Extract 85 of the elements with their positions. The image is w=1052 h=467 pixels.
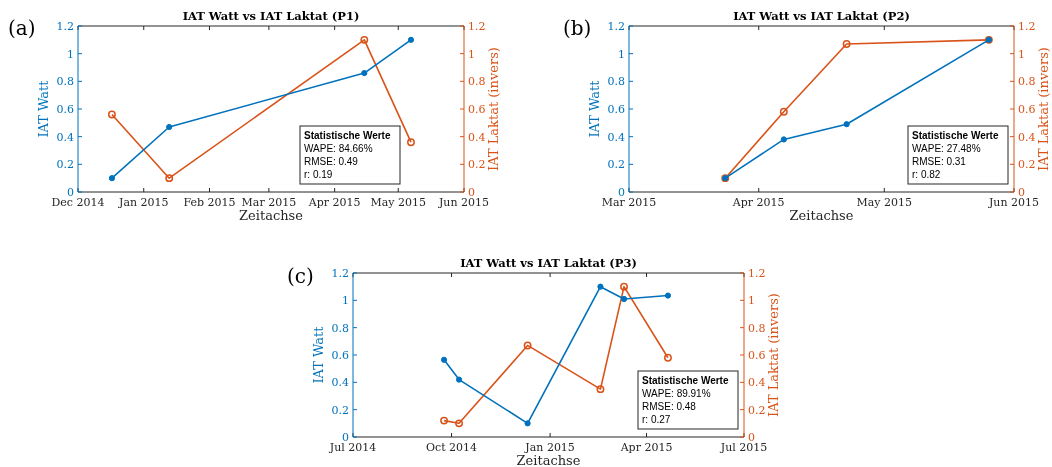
chart-title: IAT Watt vs IAT Laktat (P2) [733,9,910,23]
annotation: r: 0.27 [642,414,671,425]
x-tick-label: Mar 2015 [241,196,297,209]
y2-tick-label: 0.4 [748,376,766,390]
y-tick-label: 0.2 [56,158,74,172]
annotation: r: 0.82 [912,169,941,180]
y-tick-label: 0.4 [607,130,625,144]
x-tick-label: Jan 2015 [524,441,575,454]
y2-axis-title: IAT Laktat (invers) [1036,47,1051,171]
y2-tick-label: 1.2 [748,267,766,280]
y-tick-label: 0 [342,431,349,444]
text: (c) [287,264,314,288]
y2-tick-label: 0.8 [468,75,486,89]
y2-tick-label: 0.2 [468,158,486,172]
text: (a) [8,16,36,40]
y2-tick-label: 1 [1018,47,1025,61]
x-tick-label: Apr 2015 [619,441,673,454]
x-tick-label: Jan 2015 [117,196,169,209]
x-tick-label: Apr 2015 [731,196,785,209]
annotation: WAPE: 27.48% [912,143,981,154]
y2-tick-label: 1.2 [468,20,486,33]
y-axis-title: IAT Watt [587,79,602,138]
y2-tick-label: 0.4 [1018,130,1036,144]
y-tick-label: 0.8 [56,75,74,89]
annotation: WAPE: 89.91% [642,388,711,399]
annotation: RMSE: 0.31 [912,156,967,167]
y2-tick-label: 0.6 [468,103,486,116]
text: (b) [563,16,592,40]
y2-tick-label: 0.2 [748,403,766,417]
y2-tick-label: 1.2 [1018,20,1036,33]
y-tick-label: 0.4 [56,130,74,144]
chart-title: IAT Watt vs IAT Laktat (P1) [182,9,360,23]
y2-tick-label: 0.8 [748,321,766,335]
y2-tick-label: 1 [468,47,475,61]
x-tick-label: Feb 2015 [183,196,236,209]
y-tick-label: 0 [618,186,625,199]
x-tick-label: Jul 2015 [719,441,768,454]
y-tick-label: 1 [618,47,625,61]
x-axis-title: Zeitachse [516,453,581,467]
x-tick-label: Jun 2015 [437,196,490,209]
x-tick-label: Jul 2014 [328,441,377,454]
annotation: Statistische Werte [642,375,729,386]
x-tick-label: Apr 2015 [307,196,361,209]
annotation: WAPE: 84.66% [304,143,373,154]
y-tick-label: 0.6 [607,103,625,116]
x-tick-label: May 2015 [856,196,913,209]
y2-axis-title: IAT Laktat (invers) [766,293,781,417]
y2-tick-label: 0 [1018,186,1025,199]
y-tick-label: 0.8 [607,75,625,89]
y-tick-label: 0.6 [331,349,349,362]
chart-title: IAT Watt vs IAT Laktat (P3) [460,256,637,270]
y2-tick-label: 1 [748,294,755,308]
y2-tick-label: 0.4 [468,130,486,144]
y2-tick-label: 0.8 [1018,75,1036,89]
y2-tick-label: 0.6 [1018,103,1036,116]
y-tick-label: 1 [67,47,74,61]
annotation: r: 0.19 [304,169,333,180]
x-axis-title: Zeitachse [789,208,854,223]
x-tick-label: May 2015 [370,196,427,209]
y-tick-label: 0.8 [331,321,349,335]
y-tick-label: 0.6 [56,103,74,116]
y2-tick-label: 0.2 [1018,158,1036,172]
annotation: Statistische Werte [912,130,999,141]
x-tick-label: Dec 2014 [51,196,105,209]
annotation: RMSE: 0.48 [642,401,697,412]
y-tick-label: 1 [342,294,349,308]
x-tick-label: Mar 2015 [601,196,657,209]
y2-tick-label: 0.6 [748,349,766,362]
y-tick-label: 1.2 [607,20,625,33]
y-tick-label: 0.2 [331,403,349,417]
x-axis-title: Zeitachse [239,208,304,223]
y-tick-label: 0.2 [607,158,625,172]
annotation: RMSE: 0.49 [304,156,359,167]
annotation: Statistische Werte [304,130,391,141]
y-tick-label: 0.4 [331,376,349,390]
y2-tick-label: 0 [748,431,755,444]
x-tick-label: Oct 2014 [426,441,478,454]
y-tick-label: 1.2 [56,20,74,33]
y2-axis-title: IAT Laktat (invers) [486,47,501,171]
y-axis-title: IAT Watt [311,325,326,384]
y-tick-label: 1.2 [331,267,349,280]
y2-tick-label: 0 [468,186,475,199]
y-tick-label: 0 [67,186,74,199]
x-tick-label: Jun 2015 [987,196,1040,209]
y-axis-title: IAT Watt [36,79,51,138]
